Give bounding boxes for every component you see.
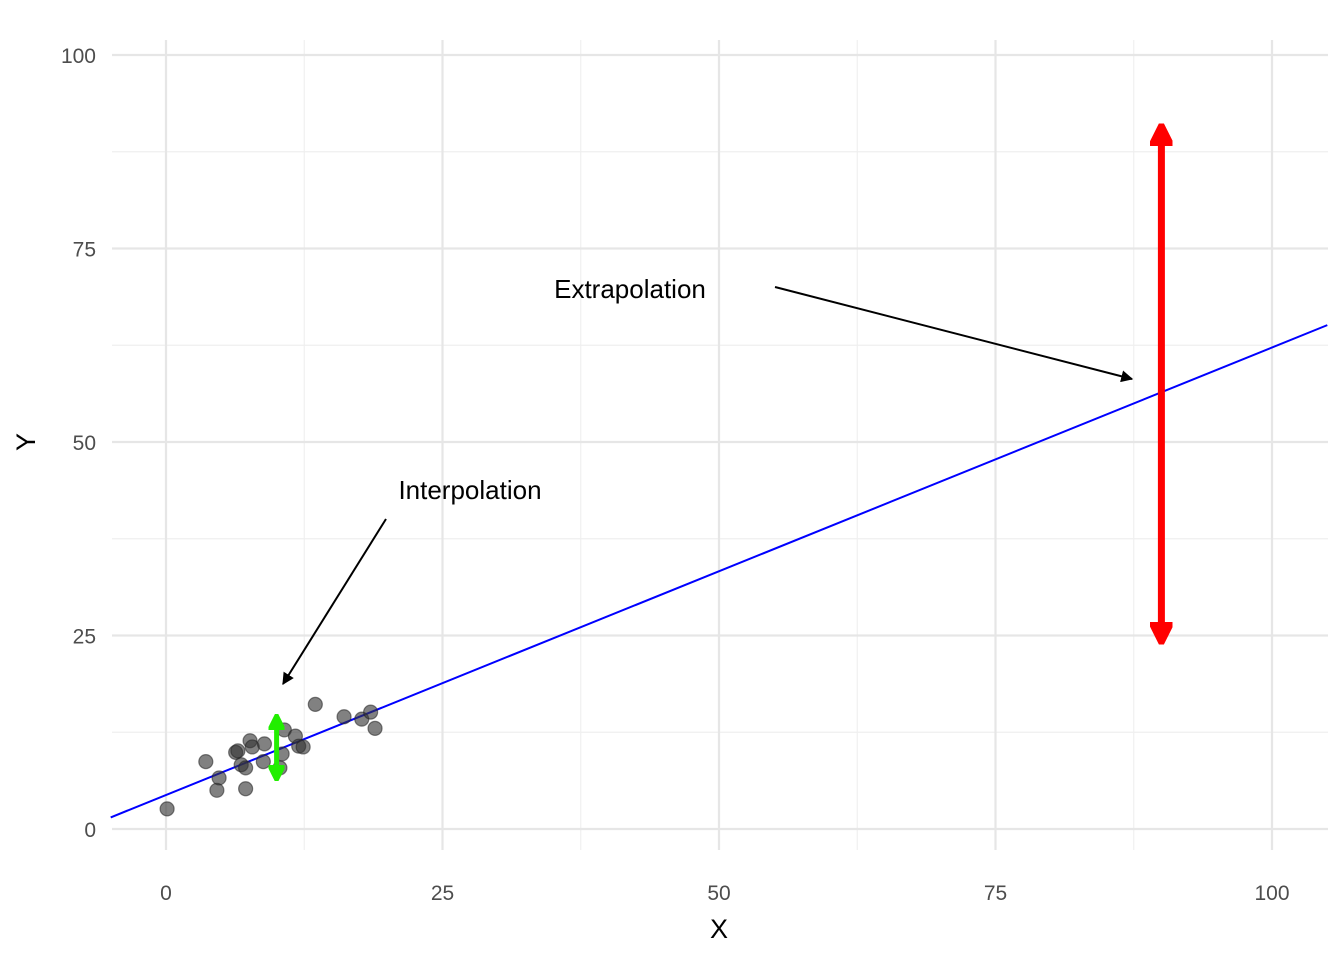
x-axis-title: X [710,914,728,944]
y-axis-ticks: 0 25 50 75 100 [61,45,96,842]
major-gridlines [112,40,1328,850]
data-point [238,760,254,776]
data-point [363,704,379,720]
interpolation-arrow-pointer [282,518,387,686]
data-point [256,736,273,752]
x-tick-label: 75 [984,882,1007,905]
prediction-intervals [277,132,1162,774]
annotations: Interpolation Extrapolation [282,274,1134,686]
extrapolation-arrow-pointer [774,286,1134,383]
scatter-points [159,696,383,817]
extrapolation-label: Extrapolation [554,274,706,304]
y-axis-title: Y [11,433,41,451]
data-point [238,781,254,797]
regression-line [110,324,1328,819]
data-point [198,754,214,770]
data-point [336,709,352,725]
data-point [255,754,271,770]
y-tick-label: 100 [61,45,96,68]
y-tick-label: 75 [73,239,96,262]
interpolation-label: Interpolation [398,475,541,505]
data-point [159,801,175,817]
data-point [307,696,323,712]
data-point [209,782,225,798]
data-point [295,739,311,755]
y-tick-label: 50 [73,432,96,455]
x-tick-label: 0 [160,882,172,905]
y-tick-label: 25 [73,626,96,649]
x-axis-ticks: 0 25 50 75 100 [160,882,1289,905]
y-tick-label: 0 [84,819,96,842]
x-tick-label: 25 [431,882,454,905]
data-point [211,770,227,786]
x-tick-label: 100 [1254,882,1289,905]
data-point [367,720,383,736]
x-tick-label: 50 [707,882,730,905]
data-point [230,743,246,759]
